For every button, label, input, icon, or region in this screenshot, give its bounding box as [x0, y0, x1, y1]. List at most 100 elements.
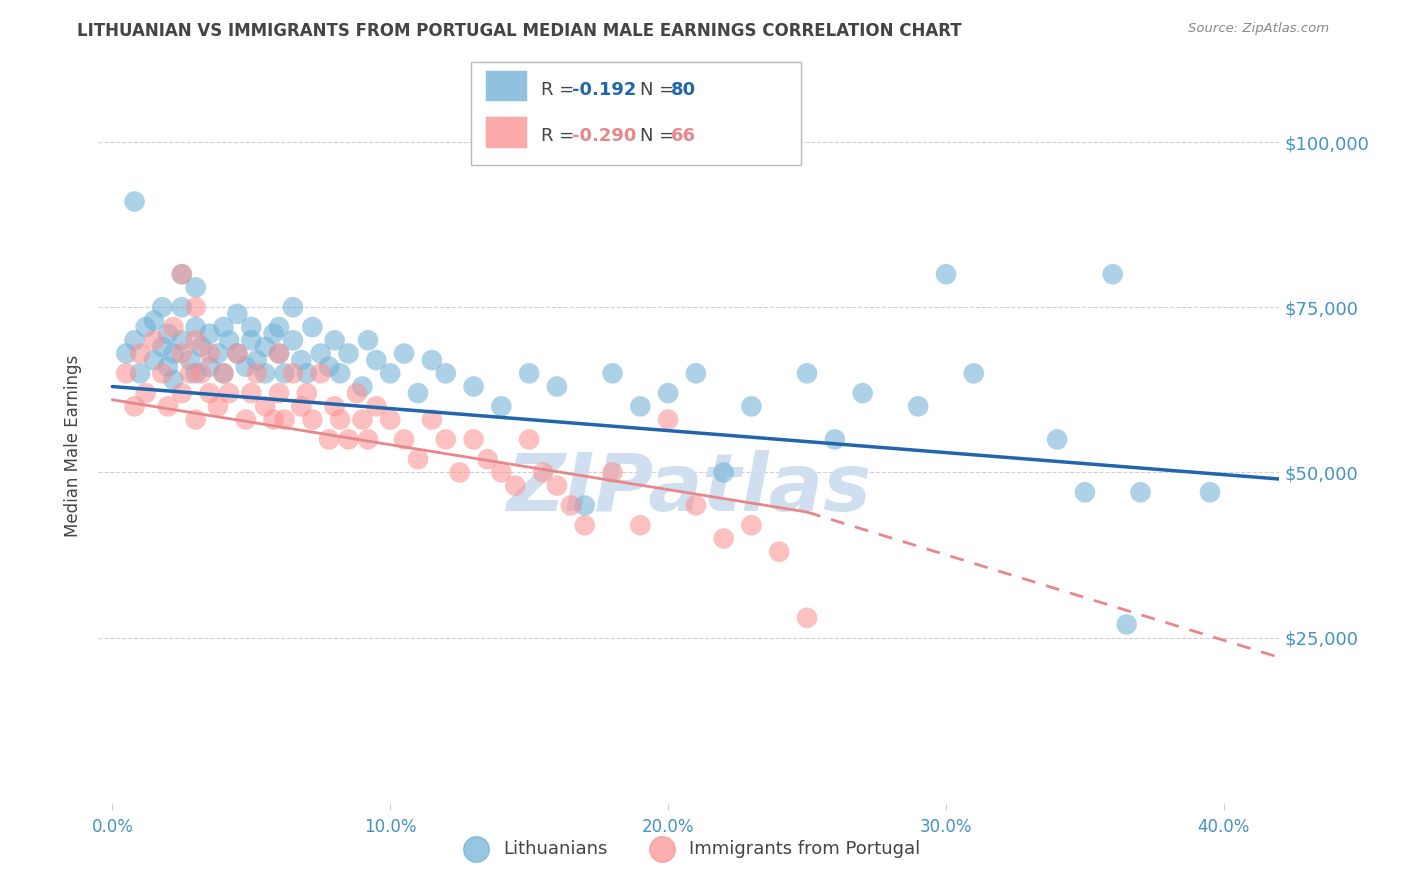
Point — [380, 412, 402, 426]
Point — [1199, 485, 1222, 500]
Point — [184, 367, 207, 381]
Point — [935, 267, 957, 281]
Point — [240, 320, 263, 334]
Legend: Lithuanians, Immigrants from Portugal: Lithuanians, Immigrants from Portugal — [451, 833, 927, 865]
Point — [212, 320, 235, 334]
Point — [198, 326, 221, 341]
Point — [392, 346, 415, 360]
Point — [295, 386, 318, 401]
Point — [517, 367, 540, 381]
Point — [198, 386, 221, 401]
Point — [263, 326, 285, 341]
Point — [366, 353, 388, 368]
Point — [170, 333, 193, 347]
Point — [170, 300, 193, 314]
Point — [212, 367, 235, 381]
Point — [273, 412, 295, 426]
Point — [198, 359, 221, 374]
Point — [657, 412, 679, 426]
Point — [290, 353, 312, 368]
Point — [463, 433, 485, 447]
Point — [546, 478, 568, 492]
Point — [150, 300, 173, 314]
Point — [477, 452, 499, 467]
Point — [170, 346, 193, 360]
Point — [329, 412, 352, 426]
Point — [129, 346, 152, 360]
Text: -0.192: -0.192 — [572, 81, 637, 99]
Point — [179, 353, 201, 368]
Point — [150, 367, 173, 381]
Point — [301, 320, 323, 334]
Point — [852, 386, 875, 401]
Point — [184, 412, 207, 426]
Point — [129, 367, 152, 381]
Point — [124, 333, 146, 347]
Point — [574, 499, 596, 513]
Point — [346, 386, 368, 401]
Text: N =: N = — [640, 128, 679, 145]
Point — [796, 367, 818, 381]
Point — [273, 367, 295, 381]
Point — [290, 400, 312, 414]
Point — [685, 499, 707, 513]
Point — [267, 320, 290, 334]
Point — [143, 313, 166, 327]
Point — [143, 333, 166, 347]
Point — [254, 400, 277, 414]
Point — [254, 367, 277, 381]
Point — [184, 333, 207, 347]
Point — [1129, 485, 1152, 500]
Point — [135, 386, 157, 401]
Point — [301, 412, 323, 426]
Point — [392, 433, 415, 447]
Point — [531, 466, 554, 480]
Point — [156, 359, 179, 374]
Point — [463, 379, 485, 393]
Point — [491, 466, 513, 480]
Point — [246, 353, 269, 368]
Point — [267, 346, 290, 360]
Point — [162, 346, 184, 360]
Point — [281, 300, 304, 314]
Text: Source: ZipAtlas.com: Source: ZipAtlas.com — [1188, 22, 1329, 36]
Text: 80: 80 — [671, 81, 696, 99]
Point — [560, 499, 582, 513]
Point — [406, 386, 429, 401]
Point — [352, 412, 374, 426]
Point — [323, 400, 346, 414]
Point — [207, 400, 229, 414]
Text: 66: 66 — [671, 128, 696, 145]
Point — [824, 433, 846, 447]
Point — [254, 340, 277, 354]
Text: N =: N = — [640, 81, 679, 99]
Point — [546, 379, 568, 393]
Point — [309, 367, 332, 381]
Point — [337, 346, 360, 360]
Point — [198, 346, 221, 360]
Text: -0.290: -0.290 — [572, 128, 637, 145]
Point — [963, 367, 986, 381]
Point — [190, 367, 212, 381]
Point — [329, 367, 352, 381]
Point — [907, 400, 929, 414]
Text: LITHUANIAN VS IMMIGRANTS FROM PORTUGAL MEDIAN MALE EARNINGS CORRELATION CHART: LITHUANIAN VS IMMIGRANTS FROM PORTUGAL M… — [77, 22, 962, 40]
Point — [226, 346, 249, 360]
Point — [281, 367, 304, 381]
Point — [156, 326, 179, 341]
Point — [235, 412, 257, 426]
Point — [1046, 433, 1069, 447]
Point — [218, 386, 240, 401]
Point — [366, 400, 388, 414]
Point — [170, 267, 193, 281]
Point — [295, 367, 318, 381]
Point — [768, 545, 790, 559]
Point — [240, 333, 263, 347]
Point — [1115, 617, 1137, 632]
Point — [212, 367, 235, 381]
Point — [226, 307, 249, 321]
Point — [150, 340, 173, 354]
Point — [184, 300, 207, 314]
Point — [420, 353, 443, 368]
Point — [740, 400, 762, 414]
